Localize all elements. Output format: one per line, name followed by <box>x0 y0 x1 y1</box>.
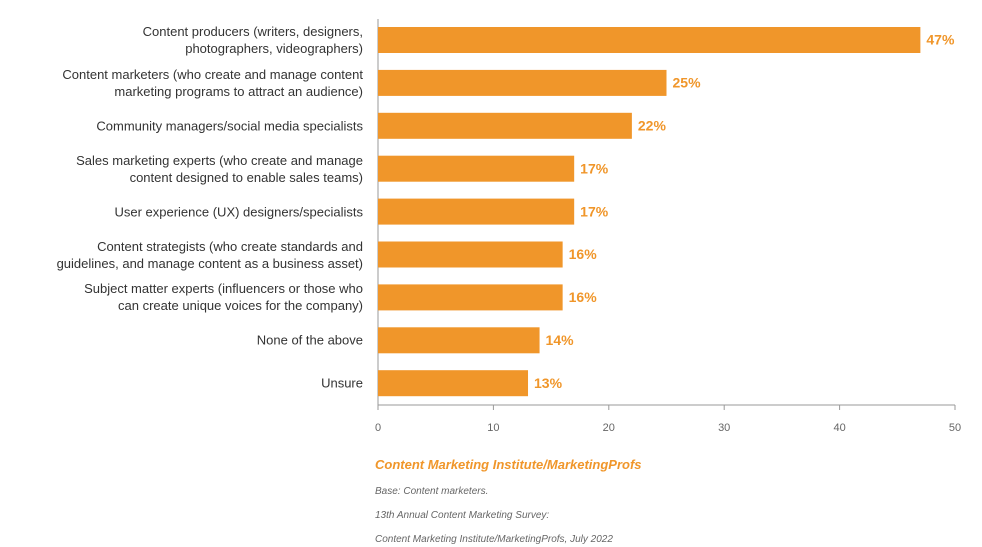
bar <box>378 27 921 53</box>
bar <box>378 155 575 182</box>
note: 13th Annual Content Marketing Survey: <box>375 510 550 521</box>
bar <box>378 198 575 225</box>
value-label: 17% <box>580 160 609 176</box>
x-tick-label: 40 <box>833 422 845 434</box>
x-tick-label: 30 <box>718 422 730 434</box>
category-label: Content strategists (who create standard… <box>56 238 363 271</box>
category-label: Subject matter experts (influencers or t… <box>84 281 363 314</box>
bar <box>378 241 563 268</box>
bar <box>378 327 540 354</box>
x-tick-label: 0 <box>375 422 381 434</box>
category-label: None of the above <box>256 332 363 348</box>
value-label: 14% <box>546 332 575 348</box>
x-tick-label: 50 <box>949 422 961 434</box>
bar <box>378 370 529 397</box>
category-label: User experience (UX) designers/specialis… <box>114 204 363 220</box>
x-tick-label: 10 <box>487 422 499 434</box>
value-label: 16% <box>569 289 598 305</box>
value-label: 47% <box>926 32 955 48</box>
value-label: 22% <box>638 118 667 134</box>
bar <box>378 69 667 96</box>
value-label: 16% <box>569 246 598 262</box>
category-label: Community managers/social media speciali… <box>96 118 363 134</box>
value-label: 13% <box>534 375 563 391</box>
note: Content Marketing Institute/MarketingPro… <box>375 534 613 545</box>
value-label: 25% <box>673 75 702 91</box>
note: Base: Content marketers. <box>375 486 489 497</box>
bar <box>378 284 563 311</box>
category-label: Content producers (writers, designers, p… <box>142 24 363 56</box>
category-label: Unsure <box>321 375 363 391</box>
category-label: Content marketers (who create and manage… <box>62 66 363 99</box>
x-tick-label: 20 <box>603 422 615 434</box>
bar <box>378 112 632 139</box>
category-label: Sales marketing experts (who create and … <box>76 152 363 185</box>
source: Content Marketing Institute/MarketingPro… <box>375 457 642 472</box>
value-label: 17% <box>580 203 609 219</box>
